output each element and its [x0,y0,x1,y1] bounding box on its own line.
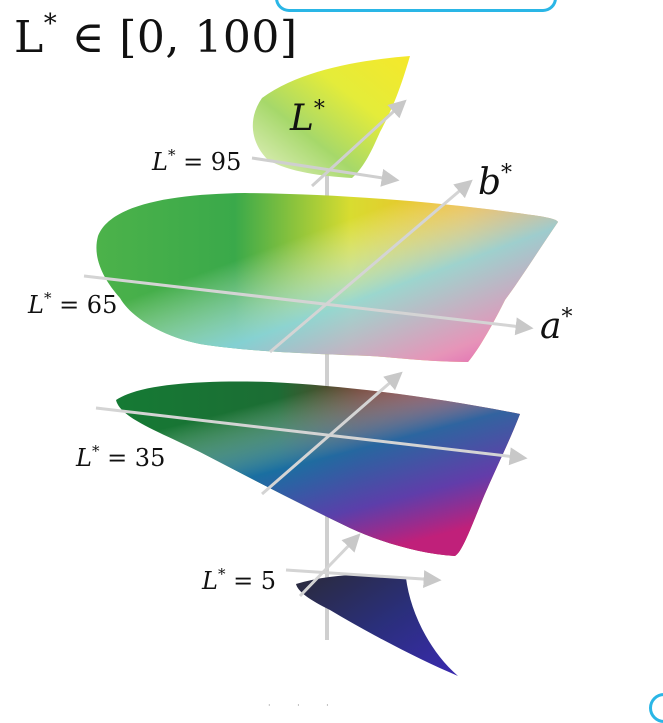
lightness-axis-label: L* [289,97,325,139]
slice-l95-a-axis [251,156,400,187]
a-axis-label: a* [540,305,572,347]
slice-l5-label: L* = 5 [201,565,276,595]
slice-l35-label: L* = 35 [75,442,165,472]
slice-l95 [251,56,410,188]
slice-l95-b-axis [310,99,407,188]
title-symbol: L [14,12,44,63]
slice-l35-a-axis [95,406,528,466]
slice-l5-b-axis [298,533,361,598]
footer-crumb: · · · [268,701,341,709]
slice-l35-b-axis [261,371,403,496]
slice-l35 [95,371,528,556]
slice-l5 [285,533,458,676]
slice-l35-surface-tint [116,381,520,556]
b-axis-label: b* [478,161,512,203]
slice-l95-label: L* = 95 [151,146,241,176]
slice-l5-surface [296,574,458,676]
slice-l65 [83,179,558,362]
slice-l95-surface [252,56,410,178]
slice-l65-a-axis [83,274,534,336]
title-range: ∈ [0, 100] [57,12,298,63]
slice-l65-label: L* = 65 [27,289,117,319]
slice-l65-surface-tint [96,193,558,362]
slice-l5-a-axis [285,568,442,589]
title-superscript: * [43,9,58,40]
slice-l65-b-axis [269,179,473,354]
page-title: L* ∈ [0, 100] [14,9,298,63]
